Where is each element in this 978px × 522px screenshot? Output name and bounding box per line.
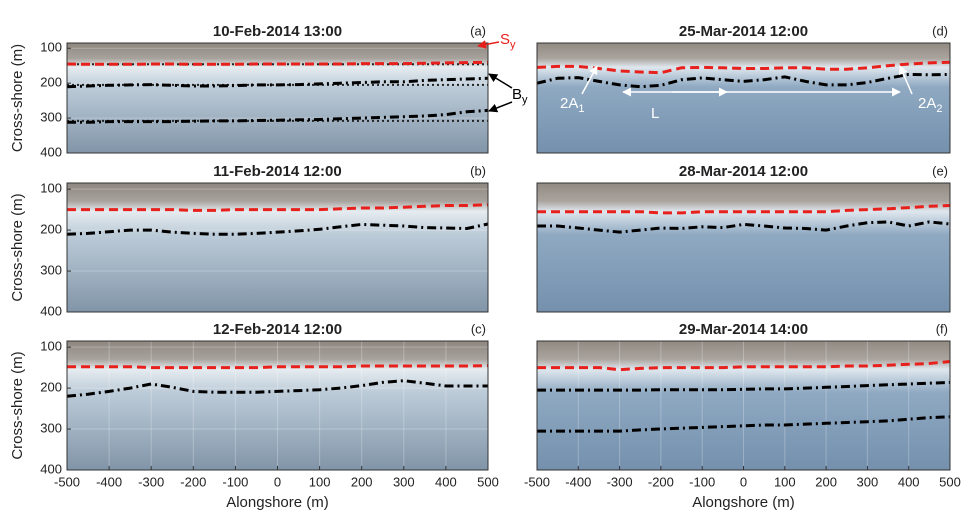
x-tick-label: 100	[774, 474, 796, 489]
annotation-text: 2A	[560, 95, 578, 112]
x-tick-label: -200	[648, 474, 674, 489]
trace-line	[67, 108, 489, 124]
plot-frame	[66, 340, 489, 471]
annotation: L	[651, 105, 659, 122]
x-tick-label: 500	[939, 474, 961, 489]
panel-label: (d)	[932, 23, 948, 38]
panel-title: 12-Feb-2014 12:00	[213, 321, 342, 338]
plot-frame	[536, 182, 951, 313]
x-tick-label: 300	[393, 474, 415, 489]
x-tick-label: -400	[96, 474, 122, 489]
annotation: 2A2	[918, 95, 942, 115]
panel-title: 25-Mar-2014 12:00	[679, 23, 808, 40]
panel-background	[67, 183, 488, 312]
x-tick-label: 400	[898, 474, 920, 489]
y-tick-label: 200	[40, 75, 62, 90]
trace-line	[67, 203, 489, 212]
x-tick-label: -100	[689, 474, 715, 489]
x-tick-label: -300	[607, 474, 633, 489]
plot-frame	[536, 340, 951, 471]
x-tick-label: -400	[565, 474, 591, 489]
panel-background	[67, 43, 488, 153]
annotation-arrow	[899, 65, 913, 95]
trace-line	[537, 360, 951, 372]
trace-line	[537, 220, 951, 234]
annotation-text: B	[512, 86, 522, 103]
panel-title: 10-Feb-2014 13:00	[213, 23, 342, 40]
x-tick-label: -300	[138, 474, 164, 489]
x-tick-label: 500	[477, 474, 499, 489]
y-tick-label: 100	[40, 181, 62, 196]
trace-line	[537, 204, 951, 215]
y-tick-label: 100	[40, 40, 62, 55]
y-axis-label: Cross-shore (m)	[9, 193, 26, 301]
annotation-arrow	[488, 101, 513, 113]
panel-label: (c)	[471, 321, 486, 336]
x-tick-label: 200	[815, 474, 837, 489]
x-tick-label: -100	[222, 474, 248, 489]
trace-line	[66, 379, 488, 398]
y-tick-label: 200	[40, 222, 62, 237]
plot-frame	[66, 182, 489, 313]
annotation-arrow	[488, 73, 513, 89]
x-tick-label: -500	[524, 474, 550, 489]
x-axis-label: Alongshore (m)	[692, 494, 795, 511]
y-tick-label: 400	[40, 144, 62, 159]
x-tick-label: 200	[351, 474, 373, 489]
x-tick-label: 400	[435, 474, 457, 489]
panel-label: (e)	[932, 163, 948, 178]
y-tick-label: 400	[40, 303, 62, 318]
annotation-subscript: y	[522, 94, 528, 106]
y-tick-label: 200	[40, 380, 62, 395]
plot-frame	[66, 42, 489, 154]
panel-label: (f)	[936, 321, 948, 336]
panel-label: (b)	[470, 163, 486, 178]
panel-label: (a)	[470, 23, 486, 38]
x-axis-label: Alongshore (m)	[226, 494, 329, 511]
x-tick-label: 0	[274, 474, 281, 489]
annotation-subscript: 2	[936, 103, 942, 115]
annotation-arrow	[477, 40, 500, 49]
y-tick-label: 400	[40, 461, 62, 476]
trace-line	[66, 76, 489, 89]
y-tick-label: 300	[40, 420, 62, 435]
y-tick-label: 300	[40, 110, 62, 125]
trace-line	[67, 364, 489, 370]
annotation-text: 2A	[918, 95, 936, 112]
trace-line	[537, 380, 951, 392]
panel-title: 28-Mar-2014 12:00	[679, 163, 808, 180]
x-tick-label: 0	[740, 474, 747, 489]
trace-line	[66, 60, 489, 66]
x-tick-label: -500	[54, 474, 80, 489]
panel-background	[537, 183, 950, 312]
panel-title: 11-Feb-2014 12:00	[213, 163, 341, 180]
panel-background	[537, 43, 950, 153]
trace-line	[66, 222, 489, 236]
annotation-subscript: y	[510, 39, 516, 51]
annotation: Sy	[500, 31, 516, 51]
annotation-text: L	[651, 105, 659, 122]
y-tick-label: 100	[40, 339, 62, 354]
y-axis-label: Cross-shore (m)	[9, 44, 26, 152]
annotation-subscript: 1	[578, 103, 584, 115]
annotation-text: S	[500, 31, 510, 48]
x-tick-label: -200	[180, 474, 206, 489]
panel-background	[67, 341, 488, 470]
trace-line	[536, 72, 951, 89]
annotation: By	[512, 86, 528, 106]
x-tick-label: 100	[309, 474, 331, 489]
x-tick-label: 300	[857, 474, 879, 489]
y-axis-label: Cross-shore (m)	[9, 351, 26, 459]
plot-frame	[536, 42, 951, 154]
annotation: 2A1	[560, 95, 584, 115]
panel-title: 29-Mar-2014 14:00	[679, 321, 808, 338]
annotation-arrow	[581, 65, 598, 95]
y-tick-label: 300	[40, 262, 62, 277]
panel-background	[537, 341, 950, 470]
trace-line	[537, 415, 951, 433]
